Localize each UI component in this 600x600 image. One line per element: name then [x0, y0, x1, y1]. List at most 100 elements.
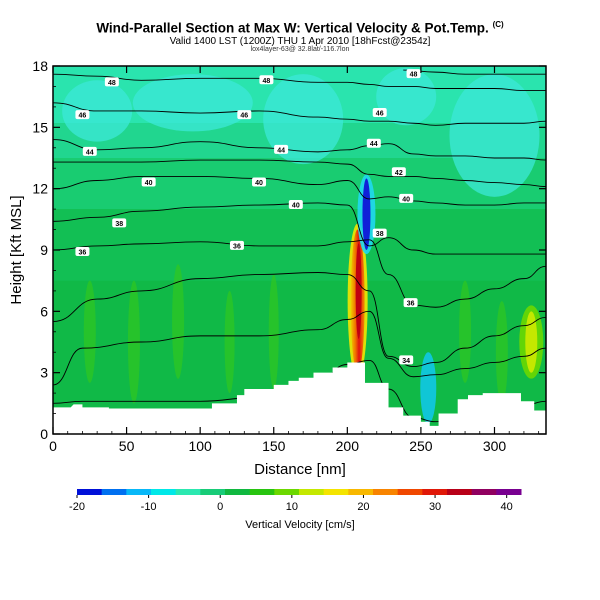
contour-label: 40 — [145, 180, 153, 187]
chart-title: Wind-Parallel Section at Max W: Vertical… — [96, 20, 504, 36]
contour-label-bg — [406, 69, 421, 79]
contour-label: 36 — [233, 243, 241, 250]
y-axis-label: Height [Kft MSL] — [8, 195, 25, 304]
colorbar-swatch — [77, 489, 103, 495]
colorbar-swatch — [151, 489, 177, 495]
contour-label: 36 — [79, 250, 87, 257]
contour-label-group: 42 — [391, 167, 406, 177]
chart-subsubtitle: lox4layer-63@ 32.8lat/-116.7lon — [250, 46, 350, 53]
contour-label: 38 — [376, 231, 384, 238]
contour-label-bg — [391, 167, 406, 177]
contour-label: 44 — [277, 147, 285, 154]
contour-label-group: 34 — [399, 355, 414, 365]
colorbar-tick-label: 20 — [357, 501, 369, 513]
contour-label-bg — [75, 110, 90, 120]
plot-area: 34 36 36 36 38 38 40 40 40 40 42 44 44 44 46 46 46 48 48 48 — [53, 66, 546, 434]
contour-label: 34 — [402, 358, 410, 365]
updraft-plume — [83, 280, 96, 383]
colorbar-swatch — [496, 489, 522, 495]
contour-label: 46 — [79, 113, 87, 120]
colorbar-tick-label: -10 — [141, 501, 157, 513]
contour-label-bg — [372, 228, 387, 238]
contour-label-group: 46 — [75, 110, 90, 120]
downdraft-pocket — [376, 68, 437, 126]
copyright-mark: (C) — [492, 20, 504, 29]
contour-label: 40 — [402, 196, 410, 203]
contour-line-42 — [53, 159, 546, 188]
updraft-plume — [224, 290, 235, 394]
x-tick-label: 100 — [188, 438, 212, 454]
contour-label-group: 44 — [274, 144, 289, 154]
contour-label: 38 — [115, 221, 123, 228]
updraft-plume — [268, 274, 279, 390]
colorbar-swatch — [249, 489, 275, 495]
updraft-plume — [172, 264, 185, 379]
colorbar-label: Vertical Velocity [cm/s] — [245, 519, 354, 531]
contour-label-group: 44 — [82, 146, 97, 156]
updraft-plume — [495, 301, 508, 404]
downdraft-pocket — [263, 74, 344, 165]
contour-line-48 — [403, 69, 546, 75]
colorbar-swatch — [373, 489, 399, 495]
colorbar-swatch — [274, 489, 300, 495]
contour-label-group: 40 — [288, 200, 303, 210]
contour-label: 40 — [255, 180, 263, 187]
contour-label: 44 — [86, 149, 94, 156]
colorbar-swatch — [422, 489, 448, 495]
colorbar-tick-label: -20 — [69, 501, 85, 513]
contour-label-bg — [229, 240, 244, 250]
contour-label-bg — [141, 177, 156, 187]
colorbar-swatch — [397, 489, 423, 495]
colorbar-swatch — [175, 489, 201, 495]
contour-label-bg — [372, 108, 387, 118]
y-tick-label: 6 — [40, 303, 48, 319]
field-band — [53, 209, 546, 281]
y-tick-label: 0 — [40, 426, 48, 442]
x-axis-label: Distance [nm] — [254, 461, 346, 478]
contour-line-48 — [53, 73, 546, 91]
contour-label: 48 — [262, 78, 270, 85]
contour-label-bg — [399, 355, 414, 365]
contour-label-group: 40 — [252, 177, 267, 187]
contour-label: 46 — [240, 113, 248, 120]
downdraft-pocket — [132, 74, 253, 132]
chart-subtitle: Valid 1400 LST (1200Z) THU 1 Apr 2010 [1… — [169, 36, 431, 47]
downdraft-core — [362, 178, 371, 251]
x-tick-label: 150 — [262, 438, 286, 454]
y-tick-label: 15 — [32, 119, 48, 135]
contour-line-38 — [53, 202, 546, 255]
y-tick-label: 3 — [40, 365, 48, 381]
colorbar-swatch — [348, 489, 374, 495]
colorbar-swatch — [299, 489, 325, 495]
y-tick-label: 9 — [40, 242, 48, 258]
contour-label-bg — [82, 146, 97, 156]
contour-label-bg — [288, 200, 303, 210]
contour-label-group: 48 — [259, 75, 274, 85]
contour-label: 46 — [376, 111, 384, 118]
contour-label-bg — [274, 144, 289, 154]
colorbar-swatch — [447, 489, 473, 495]
contour-label-group: 48 — [104, 77, 119, 87]
contour-line-34 — [53, 272, 546, 367]
contour-label-bg — [75, 247, 90, 257]
contour-label-group: 36 — [403, 298, 418, 308]
colorbar: -20 -10 0 10 20 30 40 — [69, 489, 522, 513]
colorbar-swatch — [323, 489, 349, 495]
contour-label-bg — [366, 138, 381, 148]
contour-label-group: 44 — [366, 138, 381, 148]
contour-line-40 — [53, 175, 546, 206]
colorbar-swatch — [225, 489, 251, 495]
downdraft-core — [420, 352, 437, 424]
y-tick-label: 12 — [32, 181, 48, 197]
contour-line-32 — [53, 310, 546, 386]
contour-label-group: 46 — [372, 108, 387, 118]
colorbar-tick-label: 40 — [501, 501, 513, 513]
y-tick-label: 18 — [32, 58, 48, 74]
terrain — [53, 362, 546, 434]
contour-line-36 — [53, 239, 546, 308]
contour-label-group: 36 — [75, 247, 90, 257]
contour-label-bg — [112, 218, 127, 228]
contour-label: 48 — [108, 80, 116, 87]
